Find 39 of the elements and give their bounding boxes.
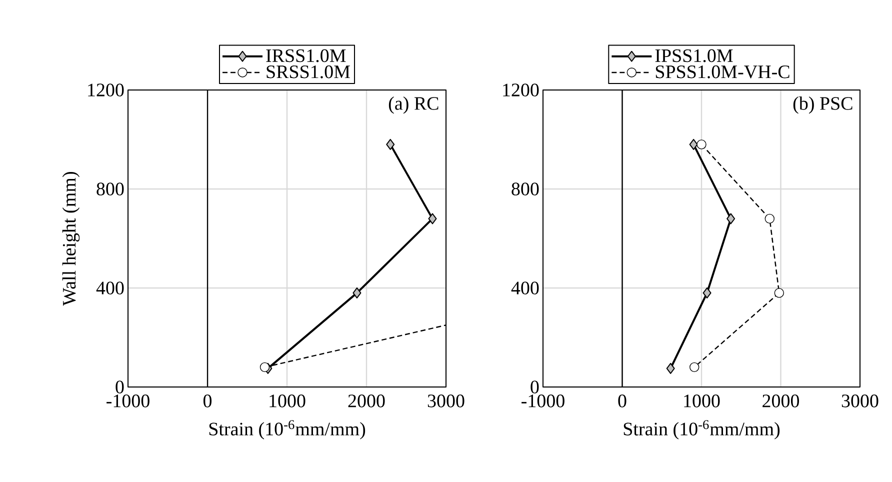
point xyxy=(386,138,395,150)
point xyxy=(726,213,736,224)
x-tick-label: 2000 xyxy=(348,394,385,408)
x-tick-label: 0 xyxy=(618,394,626,408)
x-tick-label: 1000 xyxy=(270,394,306,408)
x-tick-label: -1000 xyxy=(106,394,150,408)
y-tick-label: 0 xyxy=(116,380,124,394)
y-tick-label: 800 xyxy=(96,182,124,196)
y-tick-label: 400 xyxy=(96,282,124,294)
point xyxy=(696,140,706,150)
y-axis-title: Wall height (mm) xyxy=(62,172,80,306)
point xyxy=(774,288,784,298)
legend-label: IRSS1.0M xyxy=(266,49,346,62)
point xyxy=(260,362,270,372)
legend-label: IPSS1.0M xyxy=(655,49,733,62)
point xyxy=(690,362,700,372)
x-tick-label: 0 xyxy=(203,394,212,408)
legend-label: SPSS1.0M-VH-C xyxy=(656,65,790,78)
x-tick-label: 3000 xyxy=(842,394,878,408)
point xyxy=(764,214,774,224)
point xyxy=(689,138,698,150)
legend-label: SRSS1.0M xyxy=(266,65,350,78)
annotation: (b) PSC xyxy=(793,96,852,114)
annotation: (a) RC xyxy=(388,96,438,114)
x-tick-label: 3000 xyxy=(428,394,464,408)
y-tick-label: 400 xyxy=(511,282,539,294)
point xyxy=(702,287,712,298)
y-tick-label: 800 xyxy=(512,182,539,196)
x-tick-label: 1000 xyxy=(684,394,720,408)
point xyxy=(352,287,362,298)
y-tick-label: 0 xyxy=(530,380,539,394)
x-tick-label: 2000 xyxy=(762,394,800,408)
x-axis-title: Strain (10$^{-6}$mm/mm) xyxy=(624,420,780,440)
x-axis-title: Strain (10$^{-6}$mm/mm) xyxy=(209,420,366,440)
x-tick-label: -1000 xyxy=(522,394,564,408)
point xyxy=(428,213,437,224)
point xyxy=(666,362,675,374)
y-tick-label: 1200 xyxy=(88,84,124,96)
y-tick-label: 1200 xyxy=(503,84,539,96)
